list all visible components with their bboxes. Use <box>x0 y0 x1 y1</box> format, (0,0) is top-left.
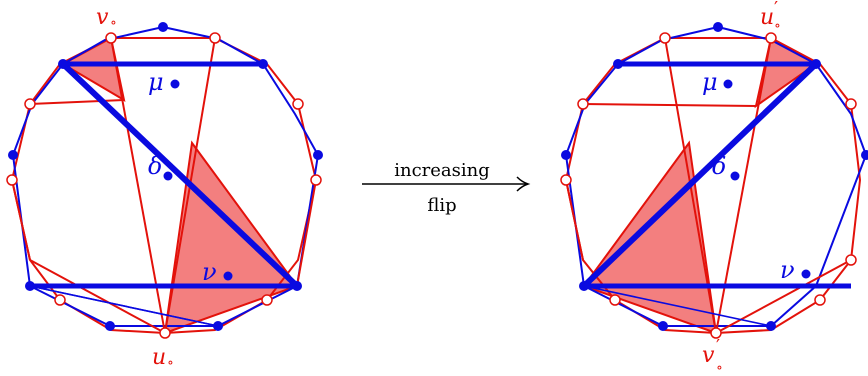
right-diagram: μ δ ′ ν u ′ ∘ v ′ ∘ <box>560 0 868 376</box>
left-blue-thin-chord <box>29 285 219 327</box>
left-label-v-sub: ∘ <box>110 15 117 31</box>
arrow-label-top: increasing <box>394 160 490 181</box>
left-label-u-sub: ∘ <box>167 355 174 371</box>
left-red-chord <box>29 259 166 334</box>
right-label-nu: ν <box>780 256 795 284</box>
right-red-vertices <box>560 32 857 339</box>
left-label-v: v <box>96 5 109 30</box>
arrow-head <box>516 176 531 192</box>
right-red-chord <box>582 103 757 107</box>
left-nu-dot <box>223 271 233 281</box>
left-red-polygon <box>10 37 318 335</box>
right-label-delta-prime: ′ <box>727 141 732 165</box>
right-blue-thin-chord <box>583 285 772 327</box>
left-diagram: μ δ ν v ∘ u ∘ <box>6 5 323 371</box>
right-nu-dot <box>801 269 811 279</box>
left-shaded-triangle-bottom <box>163 140 299 335</box>
left-red-chord <box>296 179 317 287</box>
flip-arrow: increasing flip <box>362 160 531 216</box>
left-red-chord <box>29 99 125 105</box>
right-red-polygon <box>564 37 862 335</box>
left-blue-vertices <box>8 22 323 331</box>
right-mu-dot <box>723 79 733 89</box>
left-delta-dot <box>163 171 173 181</box>
right-label-delta: δ <box>712 152 726 180</box>
right-blue-vertices <box>561 22 868 331</box>
right-label-v-sub: ∘ <box>716 360 723 376</box>
left-label-u: u <box>152 345 166 370</box>
right-label-v-prime: ′ <box>716 336 720 357</box>
left-blue-thick-chord <box>60 61 300 289</box>
left-label-mu: μ <box>148 68 164 96</box>
right-shaded-triangle-bottom <box>582 140 718 335</box>
left-red-vertices <box>6 32 322 339</box>
right-label-v: v <box>702 343 715 368</box>
left-mu-dot <box>170 79 180 89</box>
right-red-chord <box>715 259 852 334</box>
right-delta-dot <box>730 171 740 181</box>
right-label-u-prime: ′ <box>774 0 778 19</box>
left-red-chord <box>11 179 31 261</box>
left-label-nu: ν <box>202 258 217 286</box>
right-label-u: u <box>760 5 774 30</box>
arrow-label-bottom: flip <box>427 195 456 216</box>
right-red-chord <box>565 179 584 261</box>
right-blue-thick-chord <box>581 61 819 289</box>
left-label-delta: δ <box>148 152 162 180</box>
right-label-mu: μ <box>702 68 718 96</box>
right-label-u-sub: ∘ <box>774 18 781 34</box>
